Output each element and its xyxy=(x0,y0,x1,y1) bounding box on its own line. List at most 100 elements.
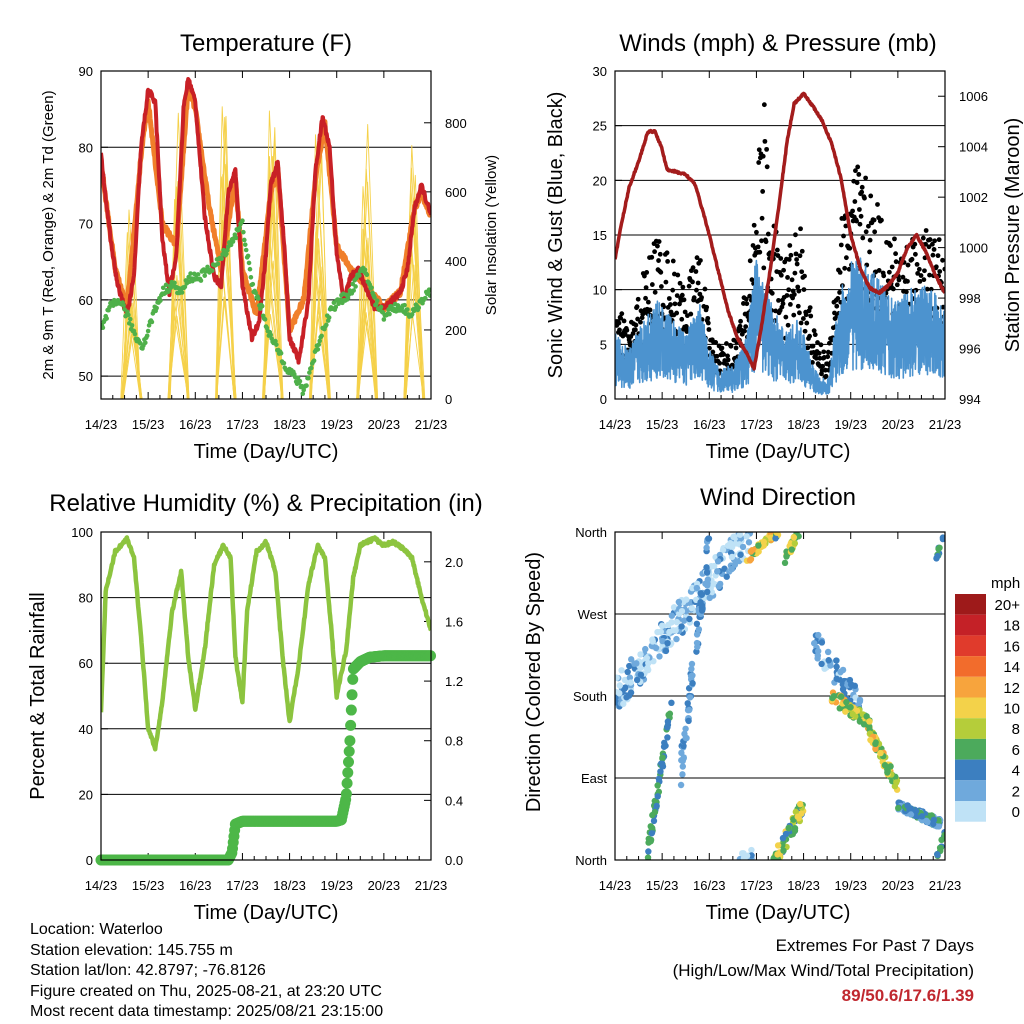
dewpoint-point xyxy=(362,267,368,273)
x-tick-label: 19/23 xyxy=(320,878,353,893)
dewpoint-point xyxy=(423,295,428,301)
dewpoint-point xyxy=(242,242,248,247)
direction-point xyxy=(884,769,891,776)
gust-point xyxy=(728,343,734,349)
gust-point xyxy=(929,241,935,247)
dewpoint-point xyxy=(326,315,332,320)
direction-point xyxy=(650,817,658,825)
gust-point xyxy=(890,286,896,292)
gust-point xyxy=(918,273,924,278)
gust-point xyxy=(679,292,685,298)
direction-point xyxy=(772,535,779,542)
direction-point xyxy=(833,657,840,664)
dewpoint-point xyxy=(353,284,358,289)
gust-point xyxy=(797,310,802,316)
direction-point xyxy=(686,694,694,701)
dewpoint-point xyxy=(146,323,152,328)
gust-point xyxy=(838,242,844,248)
gust-point xyxy=(617,327,622,333)
direction-point xyxy=(856,696,864,704)
dewpoint-point xyxy=(104,316,109,321)
solar-trace xyxy=(310,238,331,399)
dewpoint-point xyxy=(237,225,242,231)
dewpoint-point xyxy=(308,365,314,371)
gust-point xyxy=(903,289,909,295)
station-info: Location: Waterloo Station elevation: 14… xyxy=(30,920,383,1023)
gust-point xyxy=(796,288,802,294)
direction-point xyxy=(867,736,874,744)
direction-point xyxy=(706,594,713,602)
dewpoint-point xyxy=(166,289,172,294)
gust-point xyxy=(871,217,877,223)
gust-point xyxy=(940,304,945,310)
gust-point xyxy=(663,279,669,285)
direction-point xyxy=(773,532,781,536)
dewpoint-point xyxy=(315,347,321,352)
gust-point xyxy=(935,253,941,259)
y2-tick-label: 2.0 xyxy=(445,555,463,570)
y2-tick-label: 998 xyxy=(959,291,981,306)
y-axis-label: Sonic Wind & Gust (Blue, Black) xyxy=(545,92,567,379)
panel-2: Winds (mph) & Pressure (mb) Time (Day/UTC… xyxy=(545,30,1024,463)
gust-point xyxy=(843,223,849,229)
dewpoint-point xyxy=(202,273,208,278)
direction-point xyxy=(627,679,634,686)
y-tick-label: East xyxy=(581,771,607,786)
gust-point xyxy=(795,284,801,290)
gust-point xyxy=(896,277,902,283)
direction-point xyxy=(680,742,687,750)
gust-point xyxy=(802,328,808,334)
gust-point xyxy=(810,343,816,349)
y-tick-label: 20 xyxy=(593,173,607,188)
gust-point xyxy=(765,231,771,237)
gust-point xyxy=(893,259,899,265)
rain-point xyxy=(343,745,355,757)
gust-point xyxy=(803,312,809,318)
y-axis-label: Direction (Colored By Speed) xyxy=(523,552,545,812)
rain-point xyxy=(342,767,354,779)
gust-point xyxy=(787,301,793,307)
direction-point xyxy=(788,546,795,553)
gust-point xyxy=(857,221,863,227)
gust-point xyxy=(719,345,725,351)
direction-point xyxy=(833,675,840,682)
gust-point xyxy=(921,277,927,283)
gust-point xyxy=(705,315,711,321)
solar-trace xyxy=(357,168,379,399)
gust-point xyxy=(872,229,878,235)
direction-point xyxy=(659,637,666,645)
x-tick-label: 15/23 xyxy=(646,878,679,893)
direction-point xyxy=(838,693,845,700)
x-tick-label: 19/23 xyxy=(834,878,867,893)
direction-point xyxy=(860,721,868,728)
gust-point xyxy=(744,301,750,307)
dewpoint-point xyxy=(387,311,392,317)
dewpoint-point xyxy=(268,332,274,338)
direction-point xyxy=(652,644,660,652)
gust-point xyxy=(780,301,786,307)
direction-point xyxy=(937,844,944,852)
dewpoint-point xyxy=(241,229,246,235)
direction-point xyxy=(708,563,715,570)
x-tick-label: 15/23 xyxy=(646,417,679,432)
direction-point xyxy=(731,533,738,540)
gust-point xyxy=(855,164,861,170)
colorbar-label: 8 xyxy=(1012,721,1020,738)
y-tick-label: 80 xyxy=(79,591,93,606)
direction-point xyxy=(686,615,693,623)
chart-title: Temperature (F) xyxy=(180,30,352,57)
dewpoint-point xyxy=(198,278,204,283)
dewpoint-point xyxy=(278,351,284,356)
gust-point xyxy=(721,351,727,357)
dewpoint-point xyxy=(351,288,356,293)
direction-point xyxy=(647,836,655,844)
direction-point xyxy=(668,619,675,626)
direction-point xyxy=(703,564,710,571)
gust-point xyxy=(791,292,797,297)
direction-point xyxy=(693,620,701,628)
colorbar-label: 0 xyxy=(1012,804,1020,821)
gust-point xyxy=(644,270,650,275)
dewpoint-point xyxy=(144,333,150,339)
direction-point xyxy=(694,643,701,651)
